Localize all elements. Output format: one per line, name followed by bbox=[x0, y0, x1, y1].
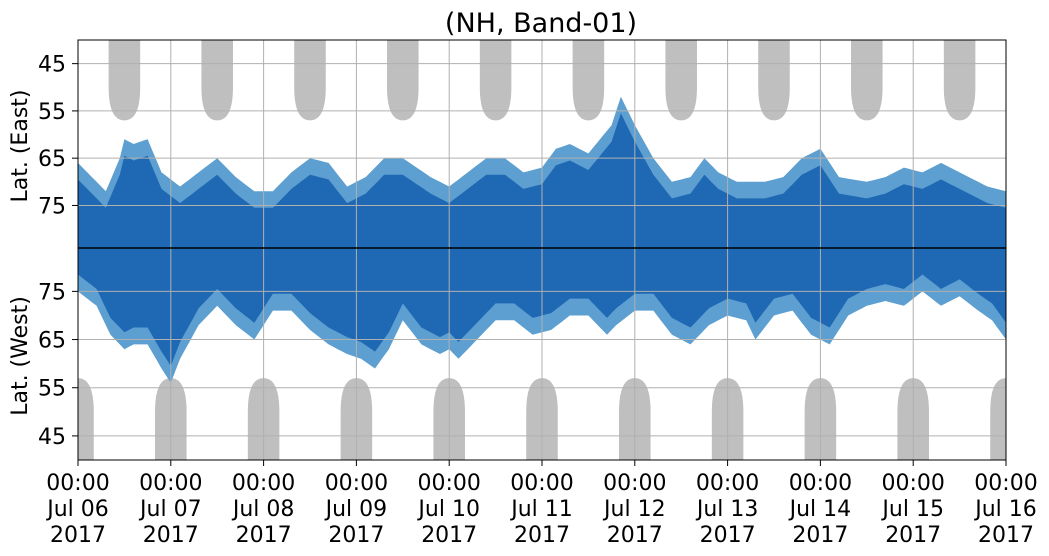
x-tick-label-line: 2017 bbox=[514, 523, 570, 548]
x-tick-label-line: Jul 11 bbox=[509, 497, 573, 522]
x-tick-label-1: 00:00 Jul 07 2017 bbox=[138, 471, 202, 548]
x-tick-label-line: 2017 bbox=[607, 523, 663, 548]
x-tick-label-line: 00:00 bbox=[46, 471, 109, 496]
y-tick-label-west-2: 55 bbox=[38, 377, 66, 402]
event-region-east-dark bbox=[78, 113, 1006, 248]
x-tick-label-3: 00:00 Jul 09 2017 bbox=[324, 471, 388, 548]
y-tick-label-west-3: 45 bbox=[38, 425, 66, 450]
x-tick-label-9: 00:00 Jul 15 2017 bbox=[880, 471, 944, 548]
y-tick-label-east-1: 55 bbox=[38, 100, 66, 125]
y-axis-label-west: Lat. (West) bbox=[8, 296, 33, 416]
x-tick-label-8: 00:00 Jul 14 2017 bbox=[788, 471, 852, 548]
y-tick-label-west-0: 75 bbox=[38, 280, 66, 305]
x-tick-label-line: 00:00 bbox=[603, 471, 666, 496]
x-tick-label-line: 00:00 bbox=[789, 471, 852, 496]
terminator-east-9 bbox=[943, 40, 976, 121]
terminator-east-7 bbox=[758, 40, 790, 121]
x-tick-label-line: Jul 14 bbox=[788, 497, 852, 522]
x-tick-label-line: Jul 13 bbox=[695, 497, 759, 522]
terminator-east-0 bbox=[108, 40, 141, 121]
x-tick-label-6: 00:00 Jul 12 2017 bbox=[602, 471, 666, 548]
chart-title: (NH, Band-01) bbox=[445, 8, 637, 39]
x-tick-label-line: 00:00 bbox=[974, 471, 1037, 496]
x-tick-label-line: 00:00 bbox=[881, 471, 944, 496]
x-tick-label-line: 2017 bbox=[700, 523, 756, 548]
terminator-east-8 bbox=[851, 40, 883, 121]
terminator-east-6 bbox=[665, 40, 697, 121]
terminator-east-3 bbox=[387, 40, 419, 121]
x-tick-label-line: 2017 bbox=[792, 523, 848, 548]
x-tick-label-line: 00:00 bbox=[417, 471, 480, 496]
x-tick-label-line: Jul 07 bbox=[138, 497, 202, 522]
x-tick-label-7: 00:00 Jul 13 2017 bbox=[695, 471, 759, 548]
x-tick-label-line: 2017 bbox=[143, 523, 199, 548]
x-tick-label-line: Jul 16 bbox=[973, 497, 1037, 522]
terminator-west-10 bbox=[990, 378, 1006, 460]
terminator-west-0 bbox=[78, 378, 94, 460]
x-tick-label-line: Jul 12 bbox=[602, 497, 666, 522]
x-tick-label-line: Jul 06 bbox=[45, 497, 109, 522]
x-tick-label-line: 00:00 bbox=[696, 471, 759, 496]
x-tick-label-line: 2017 bbox=[328, 523, 384, 548]
x-tick-label-line: 2017 bbox=[236, 523, 292, 548]
x-tick-label-line: 00:00 bbox=[232, 471, 295, 496]
x-tick-label-10: 00:00 Jul 16 2017 bbox=[973, 471, 1037, 548]
terminator-east-2 bbox=[294, 40, 326, 121]
x-tick-label-line: 2017 bbox=[50, 523, 106, 548]
x-tick-label-line: 00:00 bbox=[325, 471, 388, 496]
y-tick-label-east-2: 65 bbox=[38, 147, 66, 172]
x-tick-label-line: Jul 10 bbox=[416, 497, 480, 522]
y-tick-label-east-3: 75 bbox=[38, 194, 66, 219]
x-tick-label-line: 2017 bbox=[421, 523, 477, 548]
y-tick-label-east-0: 45 bbox=[38, 53, 66, 78]
x-tick-label-5: 00:00 Jul 11 2017 bbox=[509, 471, 573, 548]
x-tick-label-line: Jul 15 bbox=[880, 497, 944, 522]
x-tick-label-0: 00:00 Jul 06 2017 bbox=[45, 471, 109, 548]
terminator-east-5 bbox=[572, 40, 605, 121]
x-tick-label-line: 00:00 bbox=[510, 471, 573, 496]
terminator-east-4 bbox=[479, 40, 512, 121]
terminator-east-1 bbox=[201, 40, 233, 121]
x-tick-label-line: 2017 bbox=[885, 523, 941, 548]
y-axis-label-east: Lat. (East) bbox=[8, 90, 33, 203]
x-tick-label-line: Jul 08 bbox=[231, 497, 295, 522]
x-tick-label-line: 2017 bbox=[978, 523, 1034, 548]
x-tick-label-4: 00:00 Jul 10 2017 bbox=[416, 471, 480, 548]
y-tick-label-west-1: 65 bbox=[38, 329, 66, 354]
x-tick-label-line: Jul 09 bbox=[324, 497, 388, 522]
x-tick-label-2: 00:00 Jul 08 2017 bbox=[231, 471, 295, 548]
x-tick-label-line: 00:00 bbox=[139, 471, 202, 496]
